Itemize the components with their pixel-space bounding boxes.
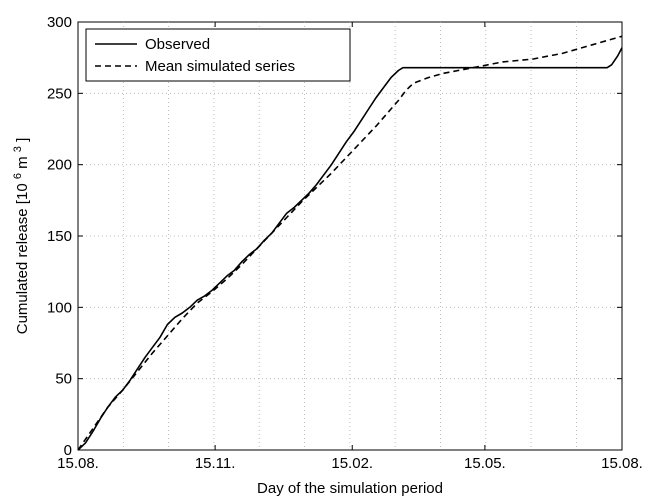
legend-label-observed: Observed [145,36,210,53]
y-tick-label: 0 [64,442,72,459]
y-tick-label: 200 [47,157,72,174]
y-axis-label: Cumulated release [10 6 m 3 ] [8,138,31,335]
series-line-mean-simulated [77,35,623,451]
ticks: 0 50 100 150 200 250 300 15.08. 15.11. 15.02. 15.0… [47,14,643,472]
series-line-observed [77,47,623,451]
y-axis-label-exponent-1: 6 [12,173,24,179]
legend: Observed Mean simulated series [85,28,351,82]
x-tick-label: 15.11. [195,455,236,472]
y-tick-label: 150 [47,228,72,245]
y-axis-label-main: Cumulated release [10 [14,183,31,334]
x-tick-label: 15.08. [57,455,99,472]
x-axis-label: Day of the simulation period [257,480,443,497]
y-tick-label: 50 [55,371,72,388]
grid [78,22,622,450]
x-tick-label: 15.02. [331,455,373,472]
series-layer [77,35,623,451]
x-tick-label: 15.05. [464,455,506,472]
legend-box [85,28,351,82]
y-axis-label-exponent-2: 3 [12,146,24,152]
legend-label-simulated: Mean simulated series [145,58,295,75]
y-tick-label: 250 [47,85,72,102]
y-tick-label: 300 [47,14,72,31]
x-tick-label: 15.08. [601,455,643,472]
y-tick-label: 100 [47,299,72,316]
y-axis-label-mid: m [14,156,31,169]
y-axis-label-end: ] [14,138,31,142]
